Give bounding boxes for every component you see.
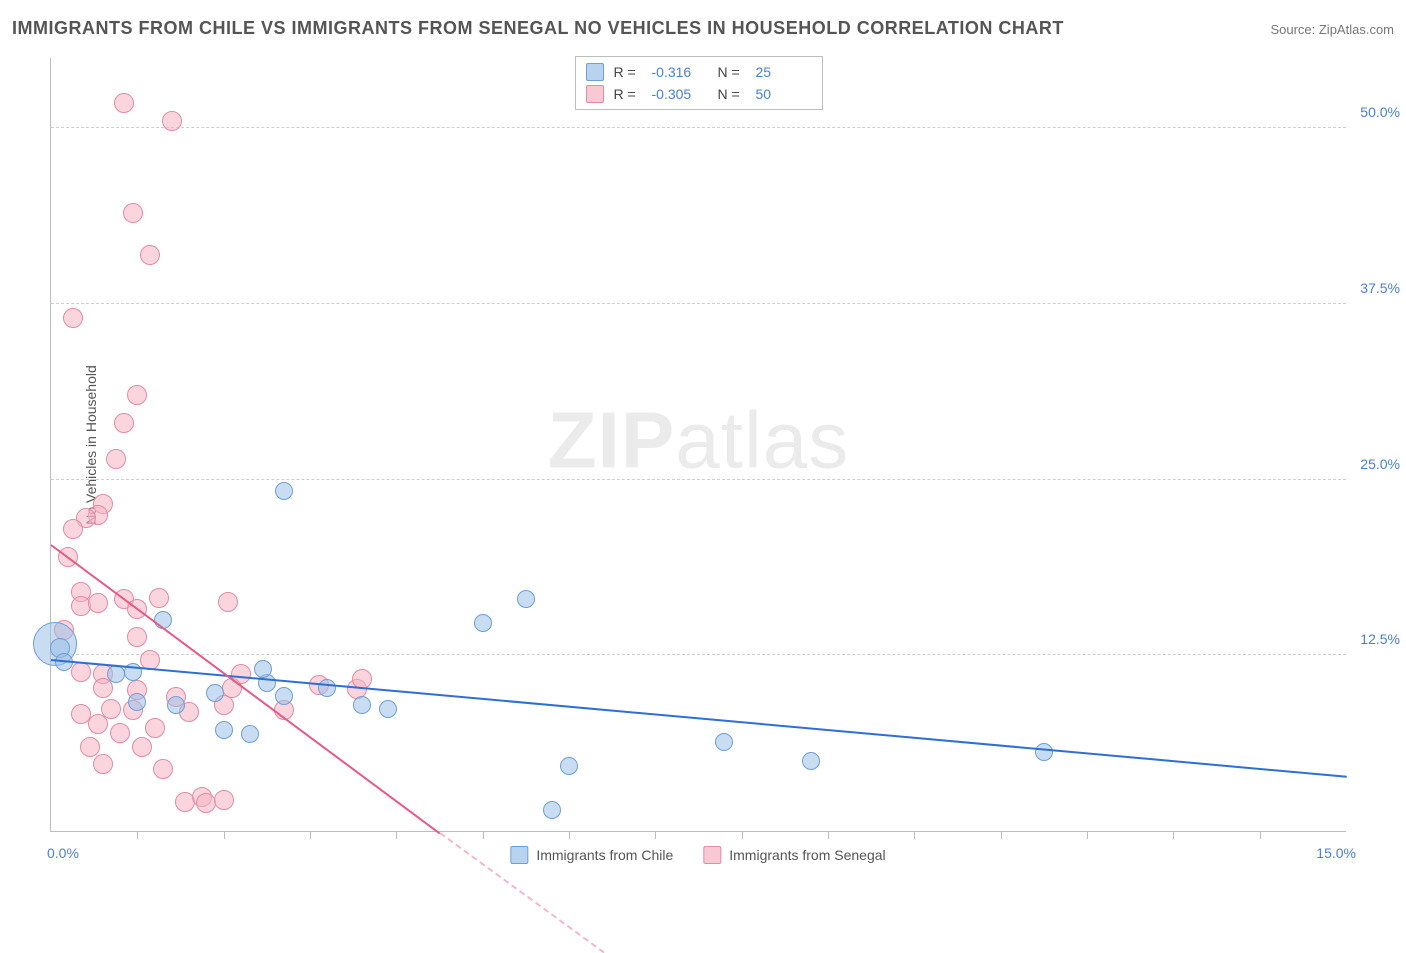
data-point bbox=[715, 733, 733, 751]
chart-container: No Vehicles in Household ZIPatlas R =-0.… bbox=[50, 58, 1346, 832]
source-label: Source: ZipAtlas.com bbox=[1270, 22, 1394, 37]
watermark-light: atlas bbox=[675, 395, 849, 484]
legend-n-label: N = bbox=[718, 86, 746, 102]
data-point bbox=[206, 684, 224, 702]
data-point bbox=[71, 662, 91, 682]
data-point bbox=[218, 592, 238, 612]
x-tick bbox=[1001, 831, 1002, 839]
data-point bbox=[275, 687, 293, 705]
y-tick-label: 25.0% bbox=[1360, 456, 1400, 472]
legend-series: Immigrants from Chile Immigrants from Sen… bbox=[510, 846, 885, 864]
x-tick bbox=[655, 831, 656, 839]
data-point bbox=[474, 614, 492, 632]
data-point bbox=[254, 660, 272, 678]
gridline bbox=[51, 127, 1346, 128]
data-point bbox=[123, 203, 143, 223]
legend-swatch bbox=[703, 846, 721, 864]
data-point bbox=[379, 700, 397, 718]
x-tick bbox=[742, 831, 743, 839]
data-point bbox=[63, 519, 83, 539]
data-point bbox=[110, 723, 130, 743]
plot-area: No Vehicles in Household ZIPatlas R =-0.… bbox=[50, 58, 1346, 832]
watermark: ZIPatlas bbox=[548, 394, 849, 486]
data-point bbox=[127, 385, 147, 405]
legend-stat-row: R = -0.316 N = 25 bbox=[586, 61, 812, 83]
x-tick bbox=[224, 831, 225, 839]
x-tick bbox=[396, 831, 397, 839]
x-tick bbox=[1260, 831, 1261, 839]
data-point bbox=[93, 754, 113, 774]
x-axis-max-label: 15.0% bbox=[1316, 845, 1356, 861]
x-tick bbox=[483, 831, 484, 839]
data-point bbox=[88, 593, 108, 613]
gridline bbox=[51, 479, 1346, 480]
x-tick bbox=[1173, 831, 1174, 839]
legend-stats: R = -0.316 N = 25 R = -0.305 N = 50 bbox=[575, 56, 823, 110]
y-tick-label: 12.5% bbox=[1360, 631, 1400, 647]
gridline bbox=[51, 654, 1346, 655]
watermark-bold: ZIP bbox=[548, 395, 675, 484]
legend-swatch bbox=[586, 85, 604, 103]
legend-n-label: N = bbox=[718, 64, 746, 80]
y-tick-label: 50.0% bbox=[1360, 104, 1400, 120]
legend-r-label: R = bbox=[614, 86, 642, 102]
data-point bbox=[145, 718, 165, 738]
data-point bbox=[167, 696, 185, 714]
legend-r-value: -0.316 bbox=[652, 64, 708, 80]
x-tick bbox=[1087, 831, 1088, 839]
gridline bbox=[51, 303, 1346, 304]
data-point bbox=[132, 737, 152, 757]
data-point bbox=[802, 752, 820, 770]
data-point bbox=[517, 590, 535, 608]
data-point bbox=[318, 679, 336, 697]
data-point bbox=[149, 588, 169, 608]
trend-line bbox=[51, 659, 1347, 778]
data-point bbox=[106, 449, 126, 469]
legend-n-value: 25 bbox=[756, 64, 812, 80]
legend-stat-row: R = -0.305 N = 50 bbox=[586, 83, 812, 105]
data-point bbox=[80, 737, 100, 757]
chart-title: IMMIGRANTS FROM CHILE VS IMMIGRANTS FROM… bbox=[12, 18, 1064, 39]
data-point bbox=[560, 757, 578, 775]
data-point bbox=[543, 801, 561, 819]
y-tick-label: 37.5% bbox=[1360, 280, 1400, 296]
legend-swatch bbox=[510, 846, 528, 864]
data-point bbox=[114, 413, 134, 433]
data-point bbox=[214, 790, 234, 810]
x-tick bbox=[828, 831, 829, 839]
legend-item: Immigrants from Chile bbox=[510, 846, 673, 864]
x-tick bbox=[137, 831, 138, 839]
legend-item: Immigrants from Senegal bbox=[703, 846, 885, 864]
legend-label: Immigrants from Senegal bbox=[729, 847, 885, 863]
data-point bbox=[63, 308, 83, 328]
data-point bbox=[128, 693, 146, 711]
x-tick bbox=[569, 831, 570, 839]
data-point bbox=[241, 725, 259, 743]
data-point bbox=[88, 714, 108, 734]
data-point bbox=[153, 759, 173, 779]
data-point bbox=[215, 721, 233, 739]
legend-r-value: -0.305 bbox=[652, 86, 708, 102]
legend-swatch bbox=[586, 63, 604, 81]
data-point bbox=[127, 627, 147, 647]
legend-r-label: R = bbox=[614, 64, 642, 80]
data-point bbox=[140, 245, 160, 265]
legend-n-value: 50 bbox=[756, 86, 812, 102]
x-tick bbox=[310, 831, 311, 839]
x-axis-min-label: 0.0% bbox=[47, 845, 79, 861]
data-point bbox=[162, 111, 182, 131]
data-point bbox=[353, 696, 371, 714]
x-tick bbox=[914, 831, 915, 839]
data-point bbox=[1035, 743, 1053, 761]
legend-label: Immigrants from Chile bbox=[536, 847, 673, 863]
data-point bbox=[275, 482, 293, 500]
data-point bbox=[114, 93, 134, 113]
